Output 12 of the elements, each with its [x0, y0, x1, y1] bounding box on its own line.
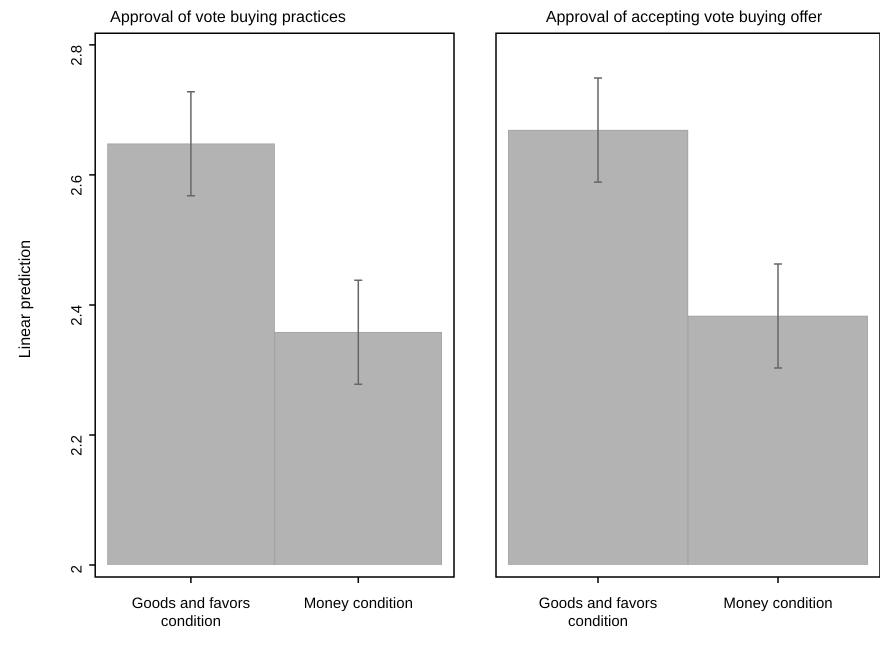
chart-title: Approval of accepting vote buying offer	[546, 9, 823, 26]
y-tick-label: 2.6	[68, 174, 86, 196]
y-tick-label: 2.8	[68, 44, 86, 66]
chart-title: Approval of vote buying practices	[110, 9, 346, 26]
x-tick-label: Goods and favors condition	[132, 595, 250, 630]
y-axis-title: Linear prediction	[17, 240, 34, 358]
x-tick-label: Goods and favors condition	[538, 595, 658, 630]
y-tick-label: 2.2	[68, 434, 86, 456]
y-tick-label: 2.4	[68, 304, 86, 326]
x-tick-label: Money condition	[304, 595, 413, 612]
y-tick-label: 2	[68, 565, 86, 574]
x-tick-label: Money condition	[723, 595, 833, 612]
